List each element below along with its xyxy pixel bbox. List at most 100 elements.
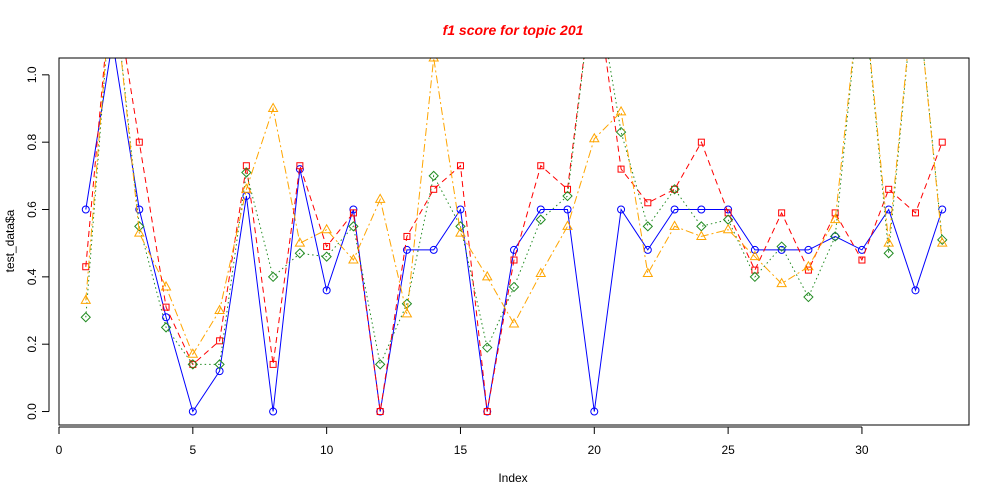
data-point <box>241 167 252 178</box>
series-line <box>85 58 943 356</box>
series-1 <box>81 38 947 416</box>
data-point <box>240 183 252 193</box>
data-point <box>937 234 948 246</box>
data-point <box>80 312 91 323</box>
data-point <box>267 102 279 113</box>
data-point <box>724 209 732 217</box>
series-3 <box>80 58 948 370</box>
data-point <box>376 408 384 416</box>
data-point <box>936 237 948 247</box>
data-point <box>804 245 813 254</box>
data-point <box>883 237 895 247</box>
y-tick-label: 0.8 <box>25 134 39 151</box>
data-point <box>294 237 306 247</box>
data-point <box>428 170 439 182</box>
data-point <box>133 227 145 237</box>
data-point <box>267 271 279 283</box>
data-point <box>374 359 386 370</box>
series-2 <box>82 58 946 416</box>
data-point <box>536 205 545 214</box>
data-point <box>535 267 547 277</box>
data-point <box>81 205 90 214</box>
data-point <box>697 138 705 146</box>
data-point <box>401 307 413 318</box>
series-4 <box>80 58 948 358</box>
x-axis-label: Index <box>498 471 527 485</box>
data-point <box>269 360 277 368</box>
data-point <box>508 281 520 293</box>
data-point <box>535 214 546 225</box>
data-point <box>642 221 654 232</box>
series-line <box>85 58 943 413</box>
data-point <box>374 193 386 203</box>
data-point <box>429 245 438 254</box>
data-point <box>885 185 893 193</box>
data-point <box>938 205 947 214</box>
x-tick-label: 5 <box>189 443 196 457</box>
data-point <box>214 304 225 315</box>
data-point <box>455 227 466 237</box>
data-point <box>428 58 440 62</box>
data-point <box>135 138 143 146</box>
x-tick-label: 25 <box>721 443 735 457</box>
data-point <box>348 221 359 232</box>
data-point <box>750 245 759 254</box>
data-point <box>215 367 224 376</box>
data-point <box>187 348 199 358</box>
data-point <box>670 205 679 214</box>
data-point <box>590 407 599 416</box>
data-point <box>749 250 761 261</box>
y-tick-label: 0.4 <box>25 268 39 285</box>
y-axis: 0.0 0.2 0.4 0.6 0.8 1.0 <box>25 66 50 420</box>
data-point <box>483 408 491 416</box>
y-axis-label: test_data$a <box>3 209 17 272</box>
data-point <box>751 266 759 274</box>
data-point <box>562 190 573 202</box>
data-point <box>188 407 197 416</box>
data-point <box>322 286 331 295</box>
data-point <box>162 313 171 322</box>
y-tick-label: 0.2 <box>25 336 39 353</box>
series-line <box>85 58 943 412</box>
data-point <box>456 162 464 170</box>
x-tick-label: 10 <box>320 443 334 457</box>
data-point <box>510 256 518 264</box>
data-point <box>778 209 786 217</box>
data-point <box>160 322 172 333</box>
data-point <box>617 165 625 173</box>
data-point <box>697 205 706 214</box>
data-point <box>669 220 680 230</box>
data-point <box>135 205 144 214</box>
data-point <box>510 245 518 254</box>
x-tick-label: 20 <box>588 443 602 457</box>
data-point <box>671 185 679 193</box>
data-point <box>803 291 814 303</box>
data-point <box>777 245 786 254</box>
data-point <box>134 221 145 232</box>
data-point <box>214 359 225 370</box>
data-point <box>162 303 170 311</box>
data-point <box>216 337 224 345</box>
plot-frame <box>58 57 970 426</box>
data-point <box>403 232 411 240</box>
data-point <box>348 253 359 264</box>
data-point <box>749 271 761 283</box>
x-tick-label: 30 <box>855 443 869 457</box>
data-point <box>242 162 250 170</box>
plot-area <box>80 38 948 416</box>
data-point <box>883 248 894 259</box>
data-point <box>109 38 116 45</box>
data-point <box>269 407 278 416</box>
data-point <box>829 213 841 224</box>
data-point <box>803 260 814 271</box>
data-point <box>187 359 199 370</box>
x-tick-label: 0 <box>56 443 63 457</box>
data-point <box>80 294 92 304</box>
data-point <box>402 245 411 254</box>
data-point <box>696 221 707 232</box>
data-point <box>911 286 920 295</box>
data-point <box>776 277 788 288</box>
data-point <box>294 248 306 259</box>
data-point <box>858 256 866 264</box>
